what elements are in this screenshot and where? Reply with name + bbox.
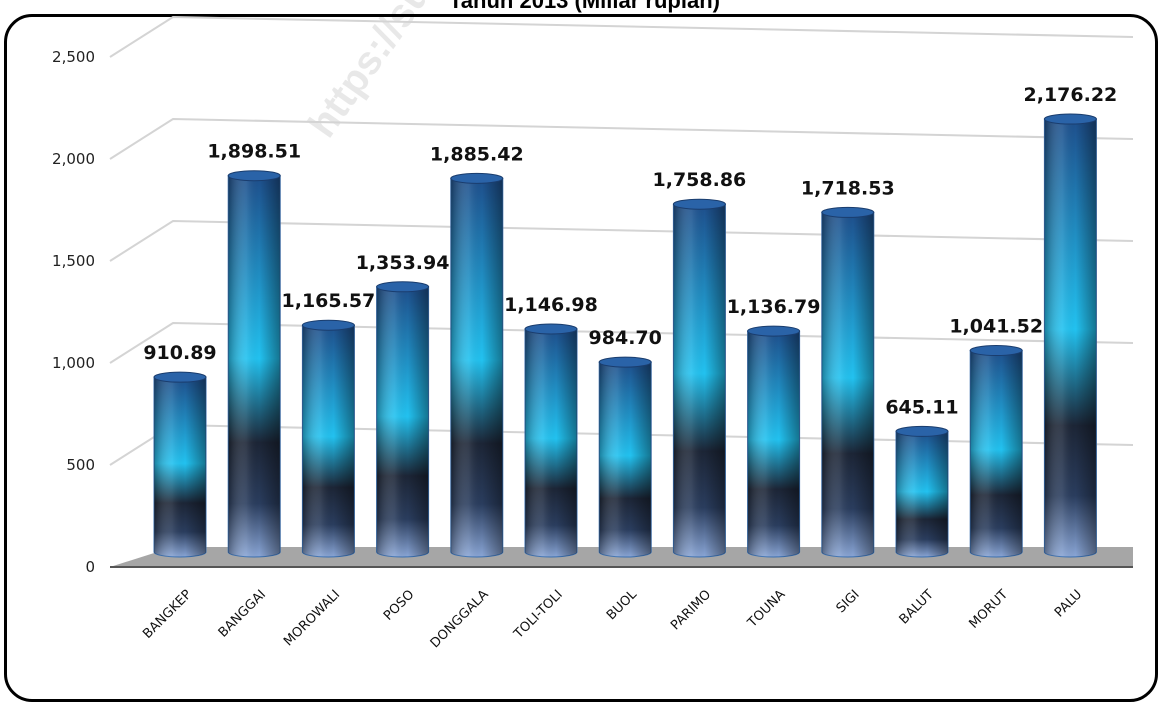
- bar-cap: [821, 206, 875, 218]
- y-tick-label: 1,500: [52, 252, 95, 270]
- bar-shade: [1044, 119, 1097, 557]
- bar-cap: [376, 281, 430, 293]
- bar-shade: [599, 362, 652, 557]
- bar-banggai: [227, 170, 281, 558]
- bar-parimo: [672, 198, 726, 558]
- chart-title: Tahun 2013 (Miliar rupiah): [449, 0, 720, 13]
- bar-shade: [970, 350, 1023, 557]
- x-tick-label: DONGGALA: [428, 587, 492, 651]
- value-label: 1,898.51: [207, 141, 301, 163]
- bar-shade: [154, 377, 206, 557]
- y-tick-label: 0: [85, 558, 95, 576]
- x-tick-label: BUOL: [604, 587, 641, 624]
- bar-toli-toli: [524, 323, 578, 558]
- bar-cap: [895, 425, 949, 437]
- gridline: [109, 219, 1134, 262]
- bar-balut: [895, 425, 949, 558]
- x-tick-label: POSO: [381, 587, 417, 623]
- chart-frame: [4, 14, 1158, 702]
- value-label: 984.70: [589, 327, 662, 349]
- value-label: 1,165.57: [282, 290, 376, 312]
- y-tick-label: 1,000: [52, 354, 95, 372]
- bar-shade: [747, 331, 800, 557]
- value-label: 1,758.86: [653, 169, 747, 191]
- value-label: 1,353.94: [356, 252, 450, 274]
- bar-cap: [153, 371, 207, 383]
- bar-shade: [525, 329, 577, 557]
- gridline: [109, 321, 1134, 364]
- value-label: 2,176.22: [1024, 84, 1118, 106]
- bar-donggala: [450, 172, 504, 558]
- value-label: 1,136.79: [727, 296, 821, 318]
- bar-shade: [228, 175, 281, 557]
- bar-cap: [227, 170, 281, 182]
- bar-cap: [450, 172, 504, 184]
- x-tick-label: BANGKEP: [140, 587, 195, 642]
- bar-touna: [747, 325, 801, 558]
- x-tick-label: TOLI-TOLI: [511, 587, 566, 642]
- bar-shade: [673, 204, 726, 557]
- x-tick-label: BALUT: [897, 587, 937, 627]
- bar-cap: [747, 325, 801, 337]
- y-tick-label: 500: [66, 456, 95, 474]
- bar-cap: [1043, 113, 1097, 125]
- value-label: 910.89: [143, 342, 216, 364]
- bar-shade: [302, 325, 355, 557]
- value-label: 1,885.42: [430, 143, 524, 165]
- bar-shade: [450, 178, 503, 557]
- y-tick-label: 2,000: [52, 150, 95, 168]
- bar-shade: [896, 431, 948, 557]
- value-label: 1,718.53: [801, 177, 895, 199]
- x-tick-label: SIGI: [834, 587, 863, 616]
- bar-cap: [524, 323, 578, 335]
- x-tick-label: PALU: [1052, 587, 1085, 620]
- x-tick-label: BANGGAI: [216, 587, 269, 640]
- x-tick-label: MORUT: [967, 587, 1012, 632]
- x-tick-label: TOUNA: [744, 587, 788, 631]
- x-tick-label: MOROWALI: [281, 587, 343, 649]
- bar-cap: [598, 356, 652, 368]
- bar-poso: [376, 281, 430, 558]
- bar-cap: [969, 345, 1023, 357]
- bar-shade: [821, 212, 874, 558]
- bar-cap: [301, 319, 355, 331]
- bar-morowali: [301, 319, 355, 558]
- x-tick-label: PARIMO: [668, 587, 714, 633]
- bar-shade: [376, 286, 429, 557]
- bar-morut: [969, 345, 1023, 558]
- value-label: 645.11: [885, 396, 958, 418]
- bar-bangkep: [153, 371, 207, 558]
- bar-sigi: [821, 206, 875, 558]
- value-label: 1,041.52: [949, 316, 1043, 338]
- bar-palu: [1043, 113, 1097, 558]
- value-label: 1,146.98: [504, 294, 598, 316]
- gridline: [109, 15, 1134, 58]
- bar-cap: [672, 198, 726, 210]
- y-tick-label: 2,500: [52, 48, 95, 66]
- gridline: [109, 117, 1134, 160]
- bar-buol: [598, 356, 652, 558]
